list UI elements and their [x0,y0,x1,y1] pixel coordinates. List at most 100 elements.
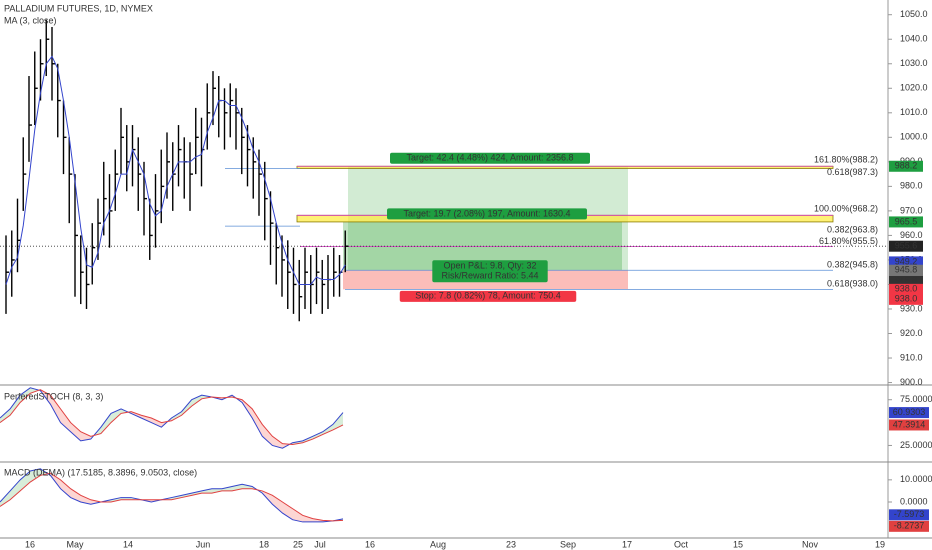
price-tag [889,240,923,252]
cross-fill [80,431,91,441]
cross-fill [201,488,212,494]
fib-label: 0.382(963.8) [827,224,878,234]
x-tick-label: 19 [875,539,885,549]
x-tick-label: 18 [259,539,269,549]
price-tag-label: 945.8 [895,276,918,286]
value-tag [889,407,929,419]
chart-title: PALLADIUM FUTURES, 1D, NYMEX [4,3,153,13]
cross-fill [221,486,233,491]
y-tick-label: 930.0 [900,303,923,313]
y-tick-label: 980.0 [900,181,923,191]
cross-fill [181,493,192,498]
cross-fill [110,408,122,423]
y-tick-label: 1020.0 [900,83,928,93]
cross-fill [60,479,71,498]
cross-fill [252,408,263,437]
cross-fill [282,501,293,520]
y-tick-label: 25.0000 [900,440,932,450]
y-tick-label: 920.0 [900,328,923,338]
pnl-label-text: Open P&L: 9.8, Qty: 32 [443,261,536,271]
price-tag [889,264,923,276]
indicator-label: PerferedSTOCH (8, 3, 3) [4,391,103,401]
cross-fill [121,497,132,500]
target-label [387,208,587,220]
value-tag-label: -8.2737 [894,521,925,531]
cross-fill [70,422,81,441]
x-tick-label: 16 [365,539,375,549]
indicator-line [0,472,344,522]
value-tag [889,509,929,521]
price-tag-label: 965.5 [895,216,918,226]
cross-fill [60,408,71,432]
fib-label: 100.00%(968.2) [814,204,878,214]
value-tag [889,419,929,431]
x-tick-label: 15 [733,539,743,549]
fib-label: 161.80%(988.2) [814,155,878,165]
plot: 900.0910.0920.0930.0940.0950.0960.0970.0… [0,9,932,549]
y-tick-label: 10.0000 [900,474,932,484]
indicator-line [0,468,344,523]
value-tag [889,520,929,532]
x-tick-label: May [66,539,84,549]
price-tag [889,256,923,268]
x-tick-label: Oct [674,539,689,549]
indicator-label: MA (3, close) [4,15,57,25]
y-tick-label: 900.0 [900,377,923,387]
cross-fill [70,488,81,502]
stop-label [399,290,577,302]
y-tick-label: 960.0 [900,230,923,240]
cross-fill [151,418,162,428]
cross-fill [272,495,283,514]
value-tag-label: 60.9303 [893,407,926,417]
target-label [390,152,590,164]
fib-label: 0.618(938.0) [827,279,878,289]
cross-fill [20,387,31,403]
x-tick-label: 23 [506,539,516,549]
y-tick-label: 1040.0 [900,34,928,44]
target-label-text: Target: 19.7 (2.08%) 197, Amount: 1630.4 [403,208,570,218]
cross-fill [272,436,283,449]
y-tick-label: 0.0000 [900,496,928,506]
cross-fill [10,395,21,416]
y-tick-label: 970.0 [900,205,923,215]
fib-label: 0.382(945.8) [827,260,878,270]
cross-fill [302,515,313,522]
cross-fill [10,479,21,500]
y-tick-label: 1010.0 [900,107,928,117]
cross-fill [100,413,111,434]
price-tag-label: 949.2 [895,256,918,266]
cross-fill [110,497,122,502]
price-tag [889,160,923,172]
price-tag [889,275,923,287]
price-tag [889,283,923,295]
x-tick-label: Jul [314,539,326,549]
cross-fill [312,431,323,440]
cross-fill [141,415,152,423]
x-tick-label: 16 [25,539,35,549]
cross-fill [332,412,343,430]
cross-fill [20,470,31,491]
fib-label: 61.80%(955.5) [819,236,878,246]
cross-fill [0,408,11,423]
cross-fill [30,468,41,483]
y-tick-label: 1000.0 [900,132,928,142]
cross-fill [262,424,273,446]
target-label-text: Target: 42.4 (4.48%) 424, Amount: 2356.8 [406,153,573,163]
x-tick-label: 25 [293,539,303,549]
indicator-line [0,387,344,449]
price-tag [889,216,923,228]
value-tag-label: -7.5973 [894,509,925,519]
x-tick-label: Aug [430,539,446,549]
cross-fill [191,490,202,496]
x-tick-label: Nov [802,539,819,549]
cross-fill [191,395,202,407]
price-tag-label: 938.0 [895,294,918,304]
y-tick-label: 910.0 [900,352,923,362]
price-tag-label: 955.6 [895,241,918,251]
cross-fill [80,495,91,505]
indicator-line [0,389,344,446]
price-tag-label: 945.8 [895,265,918,275]
cross-fill [211,488,222,494]
price-tag-label: 988.2 [895,161,918,171]
cross-fill [292,508,303,522]
